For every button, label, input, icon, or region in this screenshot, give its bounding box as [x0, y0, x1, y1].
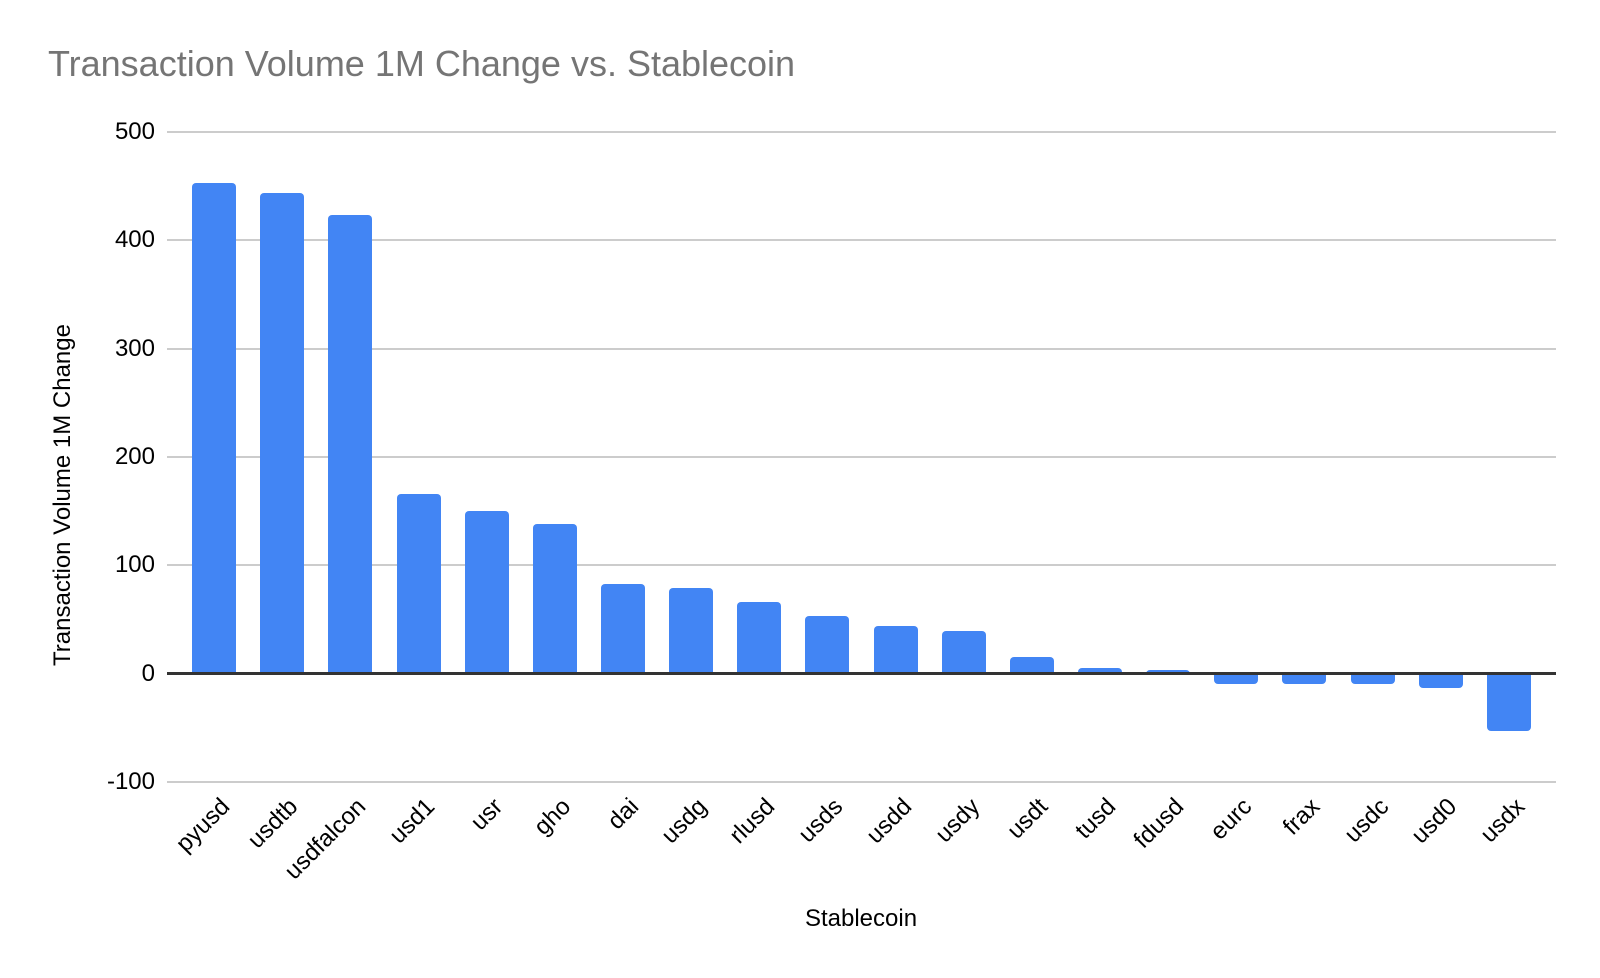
- chart-title: Transaction Volume 1M Change vs. Stablec…: [48, 43, 796, 84]
- gridline: [167, 347, 1556, 350]
- bar-usd0[interactable]: [1418, 673, 1463, 688]
- bar-usd1[interactable]: [396, 493, 441, 674]
- y-tick-label: 0: [141, 659, 155, 687]
- x-axis-title: Stablecoin: [804, 905, 918, 932]
- y-axis-title: Transaction Volume 1M Change: [49, 324, 76, 666]
- y-tick-label: 500: [114, 118, 155, 145]
- bar-pyusd[interactable]: [192, 182, 237, 674]
- gridline: [167, 131, 1556, 133]
- bar-usdd[interactable]: [873, 626, 918, 674]
- bar-usdt[interactable]: [1009, 657, 1054, 674]
- bar-fdusd[interactable]: [1146, 670, 1191, 674]
- bar-eurc[interactable]: [1214, 673, 1259, 685]
- bar-usds[interactable]: [805, 616, 850, 674]
- y-tick-label: 100: [114, 551, 155, 579]
- bar-gho[interactable]: [532, 524, 577, 674]
- zero-axis-line: [167, 672, 1556, 676]
- bar-usr[interactable]: [464, 511, 509, 674]
- y-tick-label: -100: [106, 768, 155, 795]
- gridline: [167, 456, 1556, 458]
- gridline: [167, 564, 1556, 567]
- y-tick-label: 300: [114, 334, 155, 362]
- gridline: [167, 781, 1556, 783]
- gridline: [167, 239, 1556, 242]
- y-tick-label: 200: [114, 443, 155, 470]
- bar-frax[interactable]: [1282, 673, 1327, 685]
- bar-rlusd[interactable]: [737, 602, 782, 674]
- bar-usdtb[interactable]: [260, 192, 305, 674]
- bar-tusd[interactable]: [1078, 668, 1123, 674]
- plot-area: [167, 131, 1556, 783]
- bar-dai[interactable]: [600, 583, 645, 674]
- bar-usdy[interactable]: [941, 631, 986, 674]
- bar-usdfalcon[interactable]: [328, 215, 373, 674]
- bar-usdg[interactable]: [669, 588, 714, 674]
- y-tick-label: 400: [114, 226, 155, 254]
- bar-usdx[interactable]: [1486, 673, 1531, 732]
- bar-usdc[interactable]: [1350, 673, 1395, 685]
